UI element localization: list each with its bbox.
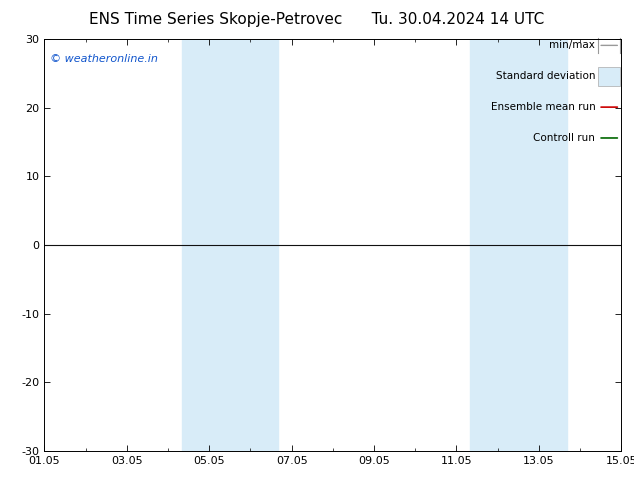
Text: Ensemble mean run: Ensemble mean run	[491, 102, 595, 112]
Bar	[598, 67, 620, 85]
Bar	[181, 39, 278, 451]
Text: Controll run: Controll run	[533, 133, 595, 143]
Text: © weatheronline.in: © weatheronline.in	[50, 53, 158, 64]
Text: ENS Time Series Skopje-Petrovec      Tu. 30.04.2024 14 UTC: ENS Time Series Skopje-Petrovec Tu. 30.0…	[89, 12, 545, 27]
Text: min/max: min/max	[550, 40, 595, 50]
Bar	[470, 39, 567, 451]
Text: Standard deviation: Standard deviation	[496, 71, 595, 81]
